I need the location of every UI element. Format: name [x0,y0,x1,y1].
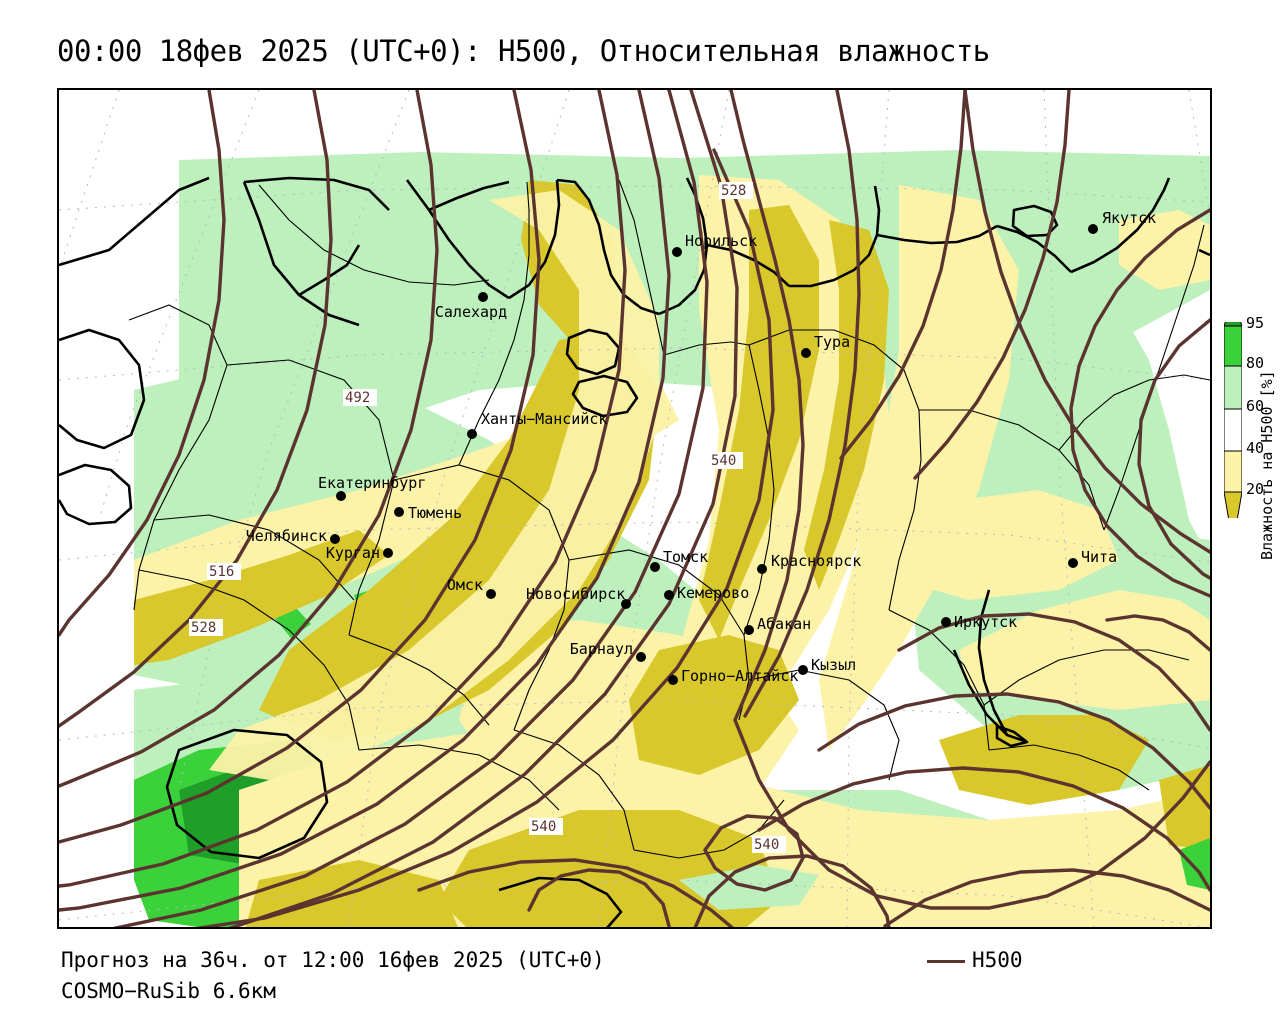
colorbar-segment-80-95 [1223,325,1243,367]
city-marker: Якутск [1088,209,1156,234]
contour-label-group: 528 492 516 528 [189,182,786,853]
city-label: Ханты−Мансийск [481,410,607,428]
colorbar-tick-95: 95 [1246,314,1265,332]
city-label: Челябинск [246,527,327,545]
contour-label: 516 [207,563,241,580]
city-label: Иркутск [954,613,1017,631]
colorbar-over-arrow [1223,298,1243,327]
city-marker: Норильск [672,232,757,257]
city-marker: Чита [1068,548,1117,568]
svg-text:540: 540 [531,819,556,835]
colorbar-tick-20: 20 [1246,480,1265,498]
contour-label: 540 [709,452,743,469]
colorbar-segment-40-60 [1223,408,1243,452]
colorbar-under-arrow [1223,491,1243,545]
contour-label: 528 [719,182,753,199]
humidity-shading-layer [134,150,1210,927]
svg-text:540: 540 [711,453,736,469]
svg-text:528: 528 [191,620,216,636]
city-marker: Тюмень [394,504,462,522]
coastline-layer [59,176,1210,927]
city-label: Барнаул [570,640,633,658]
city-label: Салехард [435,303,507,321]
city-label: Норильск [685,232,757,250]
city-label: Якутск [1102,209,1156,227]
footer: Прогноз на 36ч. от 12:00 16фев 2025 (UTC… [57,948,1237,1018]
svg-text:528: 528 [721,183,746,199]
city-marker: Екатеринбург [318,474,426,501]
model-info: COSMO−RuSib 6.6км [61,979,276,1003]
colorbar-segment-60-80 [1223,365,1243,410]
city-label: Тура [814,333,850,351]
city-label: Абакан [757,615,811,633]
city-marker: Кемерово [664,584,749,602]
svg-text:540: 540 [754,837,779,853]
city-label: Кызыл [811,656,856,674]
map-legend: H500 [872,948,1072,978]
contour-label: 528 [189,619,223,636]
city-marker: Горно−Алтайск [668,667,798,685]
svg-text:516: 516 [209,564,234,580]
colorbar-swatches [1223,298,1243,545]
city-label: Красноярск [771,552,861,570]
city-label: Новосибирск [526,585,625,603]
colorbar-tick-80: 80 [1246,354,1265,372]
page-title: 00:00 18фев 2025 (UTC+0): H500, Относите… [57,34,990,68]
admin-borders-layer [128,179,1210,859]
city-marker: Томск [650,548,708,572]
city-marker: Тура [801,333,850,358]
city-marker: Иркутск [941,613,1017,631]
city-label: Чита [1081,548,1117,566]
city-marker: Красноярск [757,552,861,574]
city-marker: Ханты−Мансийск [467,410,607,439]
city-marker: Курган [326,544,393,562]
city-marker: Барнаул [570,640,646,662]
city-marker: Новосибирск [526,585,631,609]
city-marker-layer[interactable]: Якутск Норильск Тура Салехард Ханты−Манс… [246,209,1156,685]
city-label: Тюмень [408,504,462,522]
colorbar-tick-labels: 95 80 60 40 20 [1246,300,1280,540]
contour-label: 540 [752,836,786,853]
colorbar [1223,298,1243,545]
contour-label: 492 [343,389,377,406]
colorbar-segment-20-40 [1223,450,1243,493]
svg-text:492: 492 [345,390,370,406]
city-marker: Омск [447,576,496,599]
city-label: Екатеринбург [318,474,426,492]
h500-line-swatch [927,960,965,963]
humidity-contour-map[interactable]: 528 492 516 528 [59,90,1210,927]
city-label: Томск [663,548,708,566]
forecast-info: Прогноз на 36ч. от 12:00 16фев 2025 (UTC… [61,948,605,972]
city-label: Курган [326,544,380,562]
city-marker: Салехард [435,292,507,321]
city-marker: Абакан [744,615,811,635]
h500-contour-layer [59,90,1210,927]
city-label: Горно−Алтайск [681,667,798,685]
city-label: Омск [447,576,483,594]
colorbar-tick-40: 40 [1246,439,1265,457]
colorbar-tick-60: 60 [1246,397,1265,415]
city-label: Кемерово [677,584,749,602]
map-panel[interactable]: 528 492 516 528 [57,88,1212,929]
city-marker: Челябинск [246,527,340,545]
contour-label: 540 [529,818,563,835]
colorbar-axis-label: Влажность на H500 [%] [1258,370,1276,560]
h500-legend-label: H500 [972,948,1023,972]
city-marker: Кызыл [798,656,856,675]
